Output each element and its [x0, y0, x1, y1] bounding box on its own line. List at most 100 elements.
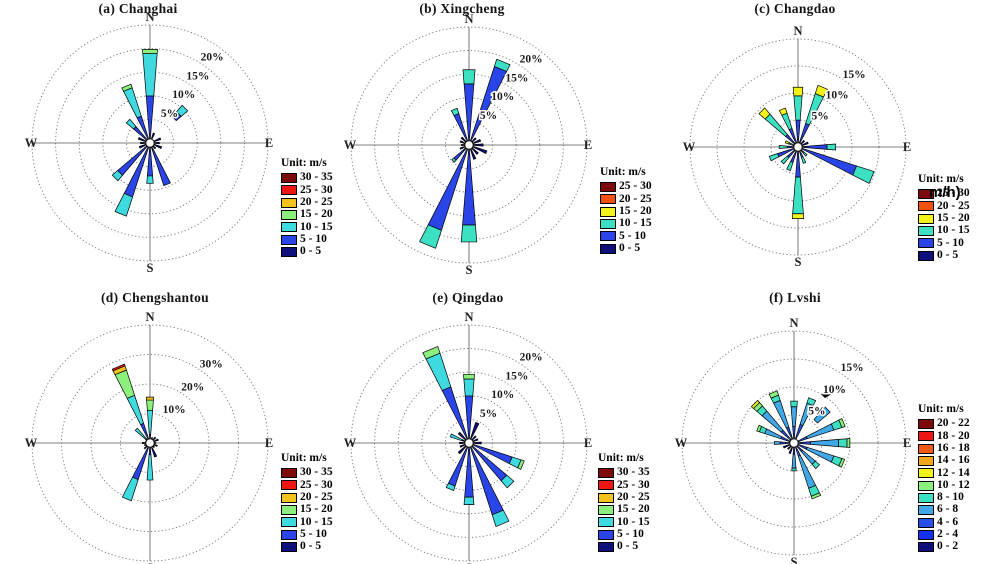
petal-f-W-bin2	[779, 441, 786, 445]
legend-item: 20 - 22	[918, 418, 970, 430]
compass-w-label: W	[25, 436, 38, 450]
legend-bin-label: 0 - 2	[937, 540, 959, 553]
petal-d-NNW-bin5	[111, 363, 126, 372]
legend-item: 0 - 5	[600, 242, 652, 254]
compass-e-label: E	[265, 136, 273, 150]
petal-f-W-bin3	[774, 441, 781, 445]
petal-e-WNW-bin2	[449, 433, 463, 442]
petal-e-N-bin3	[463, 373, 475, 380]
petal-a-SSW-bin2	[114, 193, 133, 217]
petal-a-NNW-bin3	[121, 83, 133, 92]
petal-c-NNW-bin3	[778, 107, 788, 116]
legend-item: 10 - 15	[281, 221, 333, 233]
compass-w-label: W	[25, 136, 38, 150]
compass-n-label: N	[464, 310, 473, 324]
legend-item: 25 - 30	[598, 479, 650, 491]
panel-title-f: (f) Lvshi	[769, 290, 821, 305]
ring-label-5pct: 5%	[480, 408, 497, 420]
petal-d-NW-bin2	[134, 427, 147, 440]
compass-e-label: E	[903, 436, 911, 450]
ring-label-10pct: 10%	[491, 91, 514, 103]
petal-a-SSE-bin1	[151, 148, 171, 187]
compass-s-label: S	[147, 561, 154, 564]
legend-item: 0 - 5	[598, 541, 650, 553]
legend-swatch	[918, 213, 934, 224]
petal-c-NNE-bin3	[814, 84, 828, 98]
petal-d-NNW-bin2	[126, 394, 144, 425]
petal-e-S-bin2	[463, 496, 475, 505]
legend-c: Unit: m/s 25 - 30 20 - 25 15 - 20 10 - 15 5 -…	[918, 173, 970, 262]
ring-10pct	[421, 97, 517, 193]
petal-c-N-bin3	[792, 86, 804, 97]
legend-bin-label: 0 - 5	[300, 540, 322, 553]
legend-swatch	[281, 173, 297, 184]
legend-swatch	[918, 529, 934, 540]
legend-swatch	[281, 210, 297, 221]
compass-n-label: N	[789, 316, 798, 330]
legend-swatch	[598, 505, 614, 516]
compass-s-label: S	[147, 261, 154, 275]
petal-a-NE-bin2	[176, 104, 189, 117]
petal-e-SSW-bin2	[445, 482, 456, 491]
ring-10pct	[102, 95, 198, 191]
legend-bin-label: 12 - 14	[937, 466, 970, 479]
legend-swatch	[918, 238, 934, 249]
legend-swatch	[600, 182, 616, 193]
petal-f-SSE-bin5	[810, 492, 822, 500]
legend-item: 16 - 18	[918, 442, 970, 455]
legend-bin-label: 30 - 35	[617, 466, 650, 479]
legend-swatch	[281, 480, 297, 491]
petal-c-SSW-bin2	[786, 161, 794, 171]
legend-swatch	[918, 226, 934, 237]
ring-20pct	[681, 330, 907, 556]
ring-label-30pct: 30%	[200, 358, 223, 370]
black-arrow-icon	[821, 393, 833, 399]
legend-bin-label: 30 - 35	[300, 171, 333, 184]
legend-item: 15 - 20	[918, 212, 970, 225]
compass-e-label: E	[584, 436, 592, 450]
ring-label-5pct: 5%	[811, 111, 828, 123]
legend-bin-label: 8 - 10	[937, 491, 964, 504]
legend-swatch	[600, 194, 616, 205]
legend-bin-label: 15 - 20	[300, 208, 333, 221]
ring-25pct	[31, 24, 269, 262]
ring-label-15pct: 15%	[505, 72, 528, 84]
ring-15pct	[397, 371, 541, 515]
legend-item: 14 - 16	[918, 455, 970, 467]
rose-center	[789, 438, 799, 448]
windrose-panel-a: N S W E 5% 10% 15% 20%	[25, 10, 273, 275]
legend-swatch	[598, 541, 614, 552]
legend-swatch	[598, 529, 614, 540]
legend-item: 25 - 30	[600, 181, 652, 193]
legend-item: 15 - 20	[281, 504, 333, 516]
petal-f-S-bin3	[791, 453, 797, 469]
petal-b-NNE-bin2	[494, 58, 511, 72]
legend-item: 15 - 20	[598, 504, 650, 516]
ring-label-20pct: 20%	[520, 352, 543, 364]
ring-label-20pct: 20%	[201, 52, 224, 64]
legend-bin-label: 20 - 25	[300, 195, 333, 208]
petal-d-SSW-bin2	[121, 476, 139, 502]
petal-a-N-bin2	[142, 53, 158, 97]
compass-s-label: S	[466, 263, 473, 277]
legend-item: 20 - 25	[598, 491, 650, 504]
legend-d: Unit: m/s 30 - 35 25 - 30 20 - 25 15 - 20 10 …	[281, 452, 333, 553]
petal-e-N-bin2	[463, 378, 475, 397]
petal-b-ESE-bin0	[468, 144, 488, 154]
legend-item: 15 - 20	[600, 205, 652, 218]
petal-c-W-bin2	[778, 145, 788, 149]
ring-label-10pct: 10%	[823, 384, 846, 396]
windrose-panel-f: N S W E 5% 10% 15%	[675, 316, 911, 564]
ring-15pct	[709, 358, 879, 528]
legend-item: 25 - 30	[918, 188, 970, 200]
legend-bin-label: 0 - 5	[300, 245, 322, 258]
legend-bin-label: 10 - 15	[300, 220, 333, 233]
legend-swatch	[598, 468, 614, 479]
compass-e-label: E	[903, 140, 911, 154]
legend-item: 4 - 6	[918, 516, 970, 528]
petal-e-ESE-bin3	[517, 459, 525, 470]
legend-bin-label: 20 - 22	[937, 417, 970, 430]
legend-bin-label: 5 - 10	[937, 236, 964, 249]
legend-item: 8 - 10	[918, 492, 970, 504]
petal-f-ESE-bin5	[838, 458, 845, 468]
